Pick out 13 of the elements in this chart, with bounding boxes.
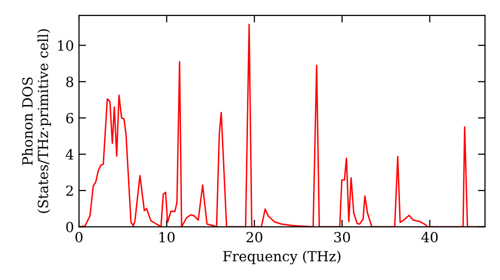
y-tick-label: 2: [66, 185, 73, 196]
x-tick-label: 20: [246, 232, 262, 242]
y-tick-label: 6: [66, 112, 74, 124]
y-tick-label: 10: [58, 40, 74, 51]
y-tick-label: 8: [66, 76, 74, 88]
x-tick-label: 30: [334, 232, 350, 242]
x-axis-title: Frequency (THz): [223, 250, 340, 264]
x-tick-label: 40: [421, 232, 438, 242]
x-tick-label: 10: [160, 232, 175, 242]
y-axis-title: Phonon DOS (States/THz·primitive cell): [22, 29, 51, 213]
x-tick-label: 0: [75, 232, 82, 242]
y-tick-label: 4: [66, 149, 74, 160]
y-tick-label: 0: [66, 222, 74, 232]
